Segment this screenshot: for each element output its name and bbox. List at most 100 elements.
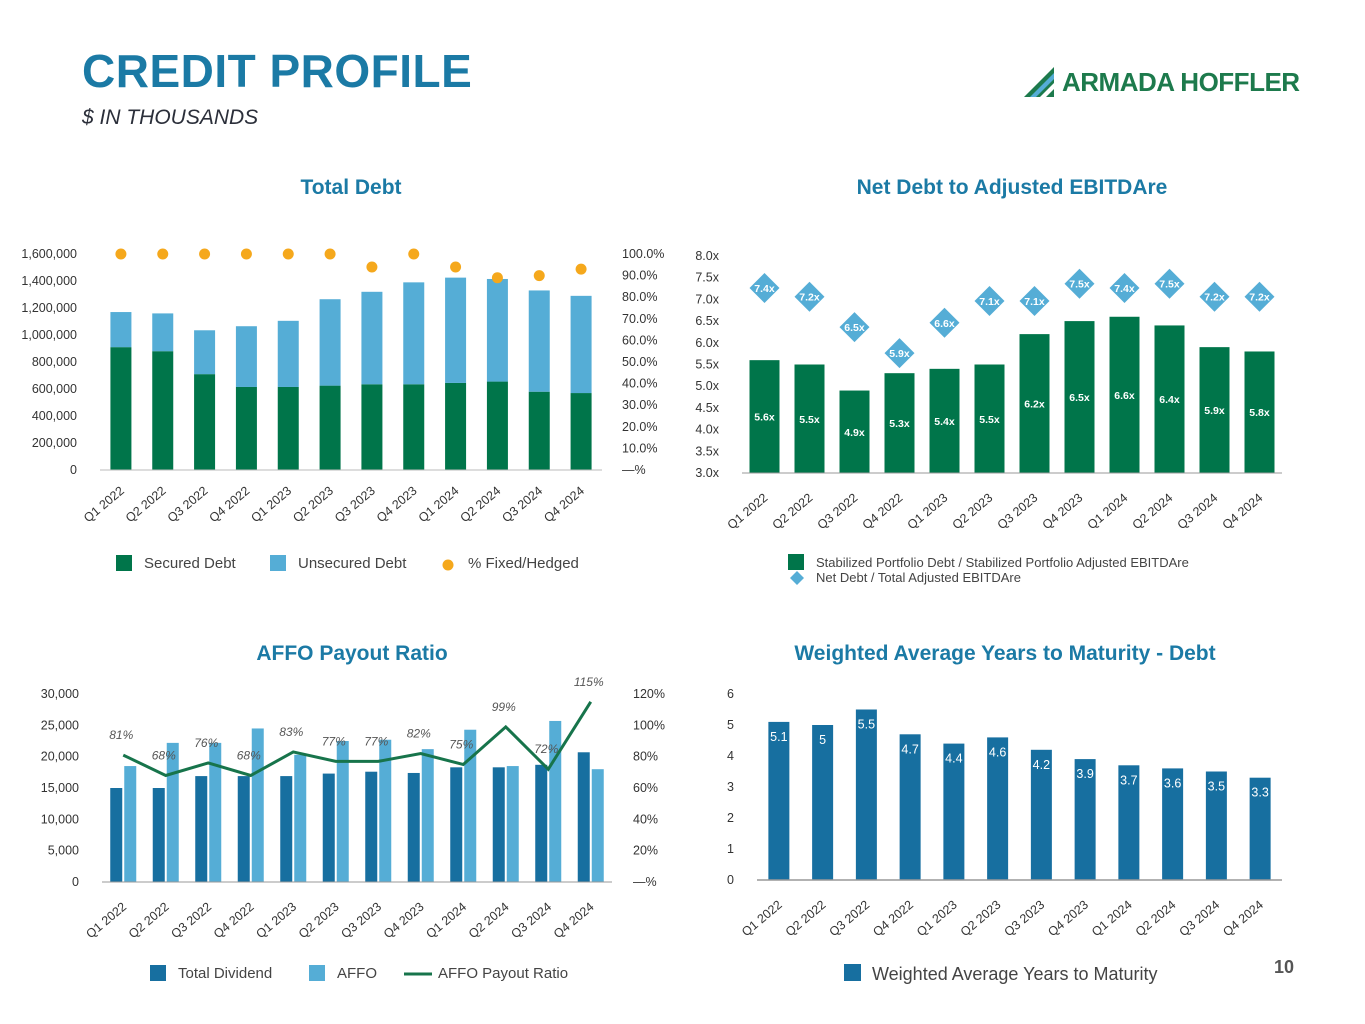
affo-y2-tick-label: —% [633,875,657,889]
total-debt-y2-tick-label: 20.0% [622,420,657,434]
total-debt-y-tick-label: 800,000 [32,355,77,369]
unsecured-debt-bar [486,278,508,382]
total-debt-x-tick-label: Q1 2022 [81,484,127,526]
unsecured-debt-bar [528,290,550,392]
maturity-bar [1162,768,1184,880]
secured-debt-bar [361,384,383,470]
total-debt-y2-tick-label: 10.0% [622,441,657,455]
total-dividend-bar [407,772,420,882]
unsecured-debt-bar [319,299,341,386]
affo-x-tick-label: Q3 2024 [508,900,554,942]
total-debt-x-tick-label: Q4 2023 [374,484,420,526]
net-debt-ratio-label: 7.1x [979,296,1000,308]
legend-swatch-net-debt [790,571,804,585]
maturity-bar [812,725,834,880]
net-debt-x-tick-label: Q1 2023 [905,491,951,533]
stabilized-ratio-label: 5.4x [934,416,955,428]
maturity-value-label: 3.9 [1076,767,1093,781]
net-debt-title: Net Debt to Adjusted EBITDAre [857,176,1168,199]
net-debt-x-tick-label: Q1 2024 [1085,491,1131,533]
affo-bar [294,754,307,882]
unsecured-debt-bar [277,320,299,387]
maturity-bar [899,734,921,880]
total-debt-x-tick-label: Q2 2024 [458,484,504,526]
stabilized-ratio-bar [1244,351,1275,473]
legend-label-ratio: AFFO Payout Ratio [438,965,568,982]
stabilized-ratio-label: 6.2x [1024,399,1045,411]
net-debt-y-tick-label: 6.0x [695,336,719,350]
legend-label-maturity: Weighted Average Years to Maturity [872,964,1158,984]
maturity-x-tick-label: Q4 2023 [1045,898,1091,940]
affo-bar [251,728,264,882]
maturity-x-tick-label: Q3 2024 [1177,898,1223,940]
legend-label-secured: Secured Debt [144,555,237,572]
maturity-y-tick-label: 1 [727,842,734,856]
unsecured-debt-bar [570,295,592,394]
affo-payout-ratio-label: 99% [492,700,516,714]
affo-y-tick-label: 30,000 [41,687,79,701]
legend-swatch-secured [116,555,132,571]
net-debt-y-tick-label: 4.0x [695,423,719,437]
stabilized-ratio-bar [1109,316,1140,473]
total-debt-y2-tick-label: 70.0% [622,312,657,326]
maturity-bar [943,743,965,880]
net-debt-ratio-label: 7.5x [1159,279,1180,291]
affo-x-tick-label: Q4 2022 [211,900,257,942]
affo-x-tick-label: Q3 2022 [168,900,214,942]
affo-payout-ratio-label: 68% [152,748,176,762]
affo-y-tick-label: 0 [72,875,79,889]
total-debt-y-tick-label: 200,000 [32,436,77,450]
secured-debt-bar [235,386,257,470]
logo-mark-icon [1024,67,1054,97]
affo-bar [464,729,477,882]
net-debt-x-tick-label: Q4 2022 [860,491,906,533]
maturity-bar [1030,749,1052,880]
affo-y2-tick-label: 20% [633,844,658,858]
affo-y2-tick-label: 40% [633,812,658,826]
total-debt-x-tick-label: Q3 2023 [332,484,378,526]
affo-bar [506,766,519,882]
total-debt-x-tick-label: Q2 2023 [290,484,336,526]
maturity-value-label: 5.1 [770,730,787,744]
affo-bar [591,769,604,882]
affo-payout-ratio-label: 77% [322,734,346,748]
legend-label-fixed: % Fixed/Hedged [468,555,579,572]
maturity-bar [987,737,1009,880]
total-dividend-bar [237,776,250,882]
affo-y-tick-label: 25,000 [41,718,79,732]
total-debt-y2-tick-label: 80.0% [622,290,657,304]
total-dividend-bar [450,767,463,882]
logo-text: ARMADA HOFFLER [1062,66,1300,97]
total-dividend-bar [322,773,335,882]
affo-x-tick-label: Q2 2024 [466,900,512,942]
secured-debt-bar [445,382,467,470]
maturity-bar [1074,759,1096,880]
affo-x-tick-label: Q4 2023 [381,900,427,942]
net-debt-x-tick-label: Q2 2024 [1130,491,1176,533]
secured-debt-bar [152,351,174,470]
net-debt-ratio-point [974,286,1005,317]
affo-x-tick-label: Q3 2023 [338,900,384,942]
net-debt-y-tick-label: 5.0x [695,379,719,393]
affo-y-tick-label: 10,000 [41,812,79,826]
affo-payout-ratio-label: 83% [279,725,303,739]
net-debt-y-tick-label: 3.5x [695,444,719,458]
maturity-value-label: 4.7 [901,742,918,756]
legend-label-dividend: Total Dividend [178,965,272,982]
total-debt-y2-tick-label: 60.0% [622,333,657,347]
stabilized-ratio-bar [1154,325,1185,473]
total-debt-x-tick-label: Q1 2023 [248,484,294,526]
maturity-y-tick-label: 3 [727,780,734,794]
affo-bar [421,749,434,882]
stabilized-ratio-bar [749,360,780,473]
secured-debt-bar [403,384,425,470]
maturity-bar [855,709,877,880]
legend-label-affo: AFFO [337,965,377,982]
maturity-x-tick-label: Q3 2022 [827,898,873,940]
secured-debt-bar [319,385,341,470]
affo-payout-ratio-label: 76% [194,736,218,750]
unsecured-debt-bar [445,277,467,383]
unsecured-debt-bar [110,312,132,348]
maturity-x-tick-label: Q4 2022 [870,898,916,940]
